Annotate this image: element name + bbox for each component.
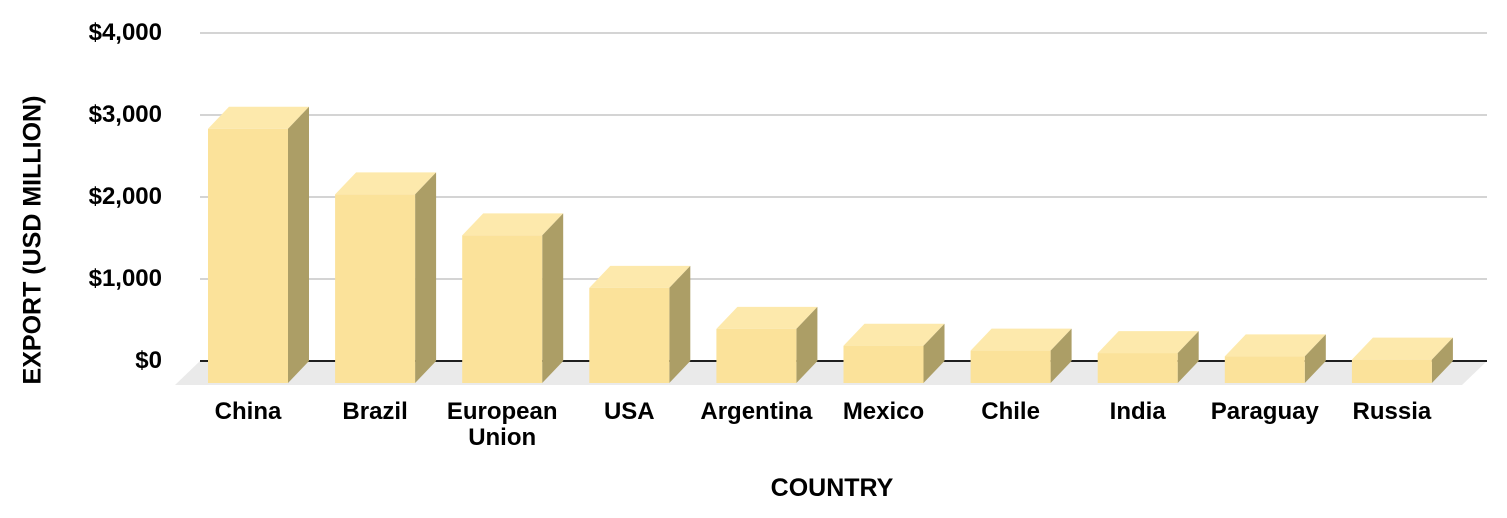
x-category-label-brazil: Brazil bbox=[342, 398, 408, 425]
bar-usa-side-face bbox=[669, 265, 691, 383]
bar-argentina-top-face bbox=[716, 306, 818, 329]
x-category-label-chile: Chile bbox=[981, 398, 1040, 425]
bar-chile-front-face bbox=[970, 350, 1051, 383]
y-tick-label-2000: $2,000 bbox=[88, 183, 162, 210]
bar-china-top-face bbox=[208, 106, 309, 129]
x-category-label-india: India bbox=[1109, 398, 1166, 425]
bar-brazil-side-face bbox=[415, 172, 437, 383]
x-category-label-russia: Russia bbox=[1352, 398, 1432, 425]
x-category-label-china: China bbox=[214, 398, 282, 425]
bar-mexico-side-face bbox=[923, 323, 945, 383]
bar-usa-top-face bbox=[589, 265, 691, 288]
bar-india-side-face bbox=[1177, 331, 1199, 383]
bar-india-top-face bbox=[1097, 331, 1199, 354]
bar-russia-front-face bbox=[1351, 359, 1432, 383]
bar-russia-top-face bbox=[1351, 337, 1453, 360]
y-tick-label-3000: $3,000 bbox=[88, 101, 162, 128]
x-axis-title: COUNTRY bbox=[770, 474, 894, 502]
bar-mexico-top-face bbox=[843, 323, 945, 346]
bar-chile-top-face bbox=[970, 328, 1072, 351]
x-category-label-mexico: Mexico bbox=[842, 398, 925, 425]
y-tick-label-1000: $1,000 bbox=[88, 265, 162, 292]
bar-china-side-face bbox=[288, 106, 309, 384]
y-tick-label-4000: $4,000 bbox=[88, 19, 162, 46]
bar-european-union-front-face bbox=[462, 235, 543, 383]
bar-chile-side-face bbox=[1050, 328, 1072, 383]
bar-mexico-front-face bbox=[843, 345, 924, 383]
bar-usa-front-face bbox=[589, 287, 670, 383]
bar-india-front-face bbox=[1097, 353, 1178, 383]
bar-european-union-side-face bbox=[542, 213, 564, 383]
bar-paraguay-top-face bbox=[1224, 334, 1326, 357]
y-tick-label-0: $0 bbox=[135, 347, 162, 374]
bar-brazil-top-face bbox=[335, 172, 437, 195]
bar-paraguay-side-face bbox=[1304, 334, 1326, 383]
x-category-label-paraguay: Paraguay bbox=[1210, 398, 1319, 425]
bar-european-union-top-face bbox=[462, 213, 564, 236]
bar-paraguay-front-face bbox=[1224, 356, 1305, 383]
y-axis-title: EXPORT (USD MILLION) bbox=[18, 95, 47, 385]
bar-argentina-side-face bbox=[796, 306, 818, 383]
bar-china-front-face bbox=[208, 128, 288, 383]
x-category-label-usa: USA bbox=[603, 398, 655, 425]
x-category-label-argentina: Argentina bbox=[700, 398, 813, 425]
bar-russia-side-face bbox=[1431, 337, 1453, 383]
x-category-label-european-union: European Union bbox=[446, 398, 558, 451]
bar-argentina-front-face bbox=[716, 328, 797, 383]
bar-brazil-front-face bbox=[335, 194, 416, 383]
